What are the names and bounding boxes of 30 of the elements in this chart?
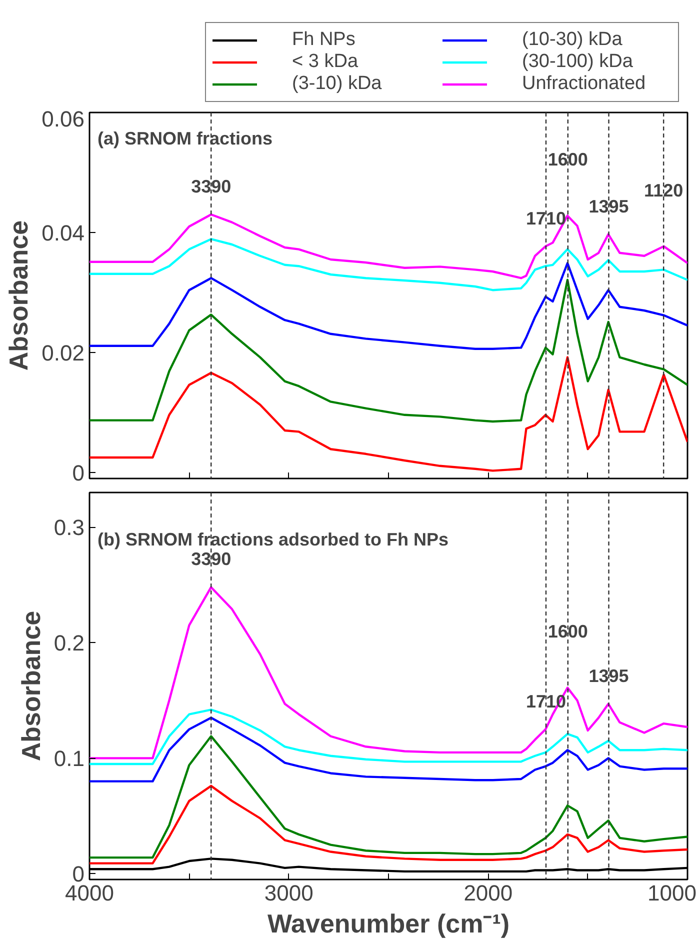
legend-label: (3-10) kDa [292, 73, 383, 95]
y-tick-label: 0.2 [54, 630, 85, 656]
ref-line-label: 1120 [644, 180, 684, 200]
y-tick-label: 0.02 [42, 340, 85, 366]
y-axis-title: Absorbance [4, 220, 34, 371]
x-tick-label: 3000 [264, 880, 314, 906]
legend-label: (10-30) kDa [522, 29, 624, 51]
x-axis-title: Wavenumber (cm⁻¹) [267, 908, 510, 938]
y-tick-label: 0.06 [42, 106, 85, 132]
y-tick-label: 0 [72, 460, 85, 486]
y-tick-label: 0.04 [42, 220, 85, 246]
ref-line-label: 1395 [588, 666, 629, 686]
text: (a) SRNOM fractions [98, 128, 273, 148]
legend-label: Fh NPs [292, 29, 356, 51]
y-tick-label: 0.3 [54, 515, 85, 540]
ref-line-label: 1600 [548, 150, 588, 170]
x-tick-label: 4000 [65, 880, 114, 906]
ref-line-label: 1600 [548, 622, 588, 642]
legend-label: (30-100) kDa [522, 51, 634, 73]
ref-line-label: 3390 [191, 176, 232, 196]
x-tick-label: 1000 [648, 880, 696, 906]
x-tick-label: 2000 [464, 880, 513, 906]
legend-label: Unfractionated [522, 73, 647, 95]
legend-label: < 3 kDa [292, 51, 360, 73]
ref-line-label: 1710 [526, 208, 566, 228]
ref-line-label: 3390 [191, 549, 232, 570]
text: (b) SRNOM fractions adsorbed to Fh NPs [98, 530, 449, 550]
y-axis-title: Absorbance [16, 610, 46, 762]
ref-line-label: 1395 [588, 196, 629, 216]
y-tick-label: 0.1 [54, 746, 85, 772]
